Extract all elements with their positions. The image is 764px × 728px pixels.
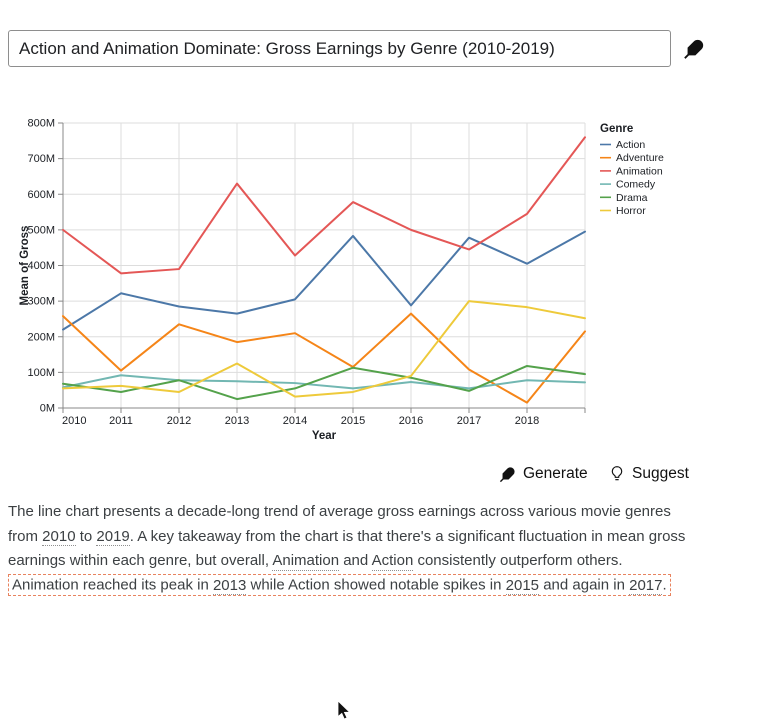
svg-text:800M: 800M <box>27 118 55 130</box>
text-segment: . A key takeaway from the chart is that … <box>8 527 686 570</box>
svg-text:400M: 400M <box>27 260 55 272</box>
svg-text:600M: 600M <box>27 189 55 201</box>
generate-button[interactable]: Generate <box>499 462 588 486</box>
legend-label-action[interactable]: Action <box>616 139 645 151</box>
svg-text:2011: 2011 <box>109 415 133 427</box>
series-line-comedy <box>62 374 586 390</box>
svg-text:200M: 200M <box>27 331 55 343</box>
entity-ref[interactable]: 2015 <box>505 576 540 595</box>
text-segment: Animation reached its peak in <box>12 576 213 594</box>
lightbulb-icon <box>611 466 623 481</box>
feather-icon <box>684 39 704 59</box>
text-segment: and <box>339 552 372 569</box>
svg-text:2012: 2012 <box>167 415 191 427</box>
line-chart: 0M 100M 200M 300M 400M 500M 600M 700M 800M 2010 20… <box>18 108 678 456</box>
series-line-drama <box>62 364 586 401</box>
legend-label-adventure[interactable]: Adventure <box>616 152 664 164</box>
generate-button-label: Generate <box>523 465 588 482</box>
title-generate-button[interactable] <box>682 38 706 62</box>
text-segment: and again in <box>539 576 630 594</box>
suggest-button[interactable]: Suggest <box>609 462 689 486</box>
legend-label-drama[interactable]: Drama <box>616 192 648 204</box>
x-axis-title: Year <box>312 430 337 442</box>
svg-text:2015: 2015 <box>341 415 365 427</box>
legend-title: Genre <box>600 123 633 135</box>
text-segment: consistently outperform others. <box>413 552 623 569</box>
svg-text:2016: 2016 <box>399 415 423 427</box>
series-line-action <box>62 230 586 331</box>
series-line-animation <box>62 136 586 275</box>
series-lines <box>62 136 586 404</box>
svg-text:2014: 2014 <box>283 415 307 427</box>
entity-ref[interactable]: 2013 <box>212 576 247 595</box>
legend-label-animation[interactable]: Animation <box>616 165 663 177</box>
series-line-adventure <box>62 312 586 404</box>
entity-ref[interactable]: Animation <box>272 552 340 571</box>
svg-text:2010: 2010 <box>62 415 86 427</box>
chart-svg: 0M 100M 200M 300M 400M 500M 600M 700M 800M 2010 20… <box>19 118 664 443</box>
svg-text:300M: 300M <box>27 296 55 308</box>
entity-ref[interactable]: 2010 <box>42 527 76 546</box>
legend-label-comedy[interactable]: Comedy <box>616 179 656 191</box>
svg-text:2013: 2013 <box>225 415 249 427</box>
text-segment: to <box>75 527 97 545</box>
axes: 0M 100M 200M 300M 400M 500M 600M 700M 800M 2010 20… <box>19 118 586 442</box>
entity-ref[interactable]: 2019 <box>96 527 130 546</box>
svg-text:100M: 100M <box>27 367 55 379</box>
legend-label-horror[interactable]: Horror <box>616 205 646 217</box>
mouse-cursor <box>337 701 351 720</box>
svg-text:500M: 500M <box>27 224 55 236</box>
entity-ref[interactable]: 2017 <box>629 576 663 595</box>
feather-icon <box>499 466 515 482</box>
summary-paragraph: The line chart presents a decade-long tr… <box>8 500 690 598</box>
series-line-horror <box>62 300 586 398</box>
grid <box>62 122 586 409</box>
y-axis-title: Mean of Gross <box>19 226 31 306</box>
text-segment: The line chart presents a decade-long tr… <box>8 503 671 545</box>
highlighted-sentence[interactable]: Animation reached its peak in 2013 while… <box>8 574 671 596</box>
entity-ref[interactable]: Action <box>371 552 414 571</box>
svg-text:700M: 700M <box>27 153 55 165</box>
chart-title-input[interactable] <box>8 30 671 67</box>
svg-text:0M: 0M <box>40 403 55 415</box>
text-segment: . <box>662 576 667 594</box>
svg-text:2017: 2017 <box>457 415 481 427</box>
svg-text:2018: 2018 <box>515 415 539 427</box>
suggest-button-label: Suggest <box>632 465 689 482</box>
text-segment: while Action showed notable spikes in <box>246 576 506 594</box>
